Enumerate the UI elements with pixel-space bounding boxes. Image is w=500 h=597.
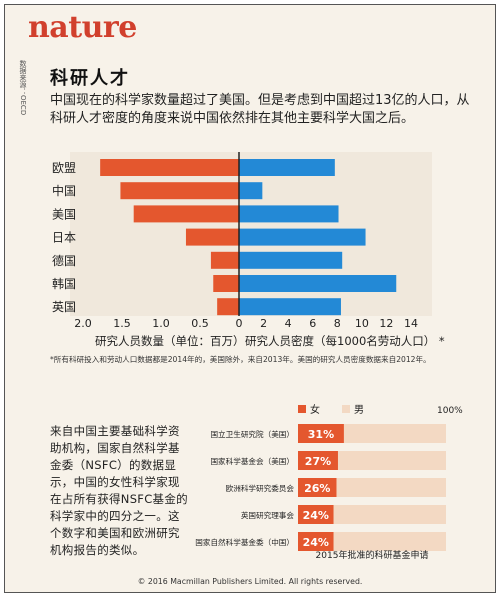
bar-count-0 (100, 159, 239, 176)
series-label-density: 研究人员密度（每1000名劳动人口） * (245, 334, 445, 348)
series-label-count: 研究人员数量（单位：百万） (95, 334, 245, 348)
tick-right-1: 4 (285, 317, 292, 330)
bar-count-2 (133, 205, 239, 223)
bar-density-6 (239, 298, 341, 316)
funding-bar-male-3 (298, 505, 446, 524)
page-title: 科研人才 (50, 68, 130, 89)
tick-left-2: 1.0 (152, 317, 170, 330)
tick-right-2: 6 (309, 317, 316, 330)
tick-left-4: 0 (236, 317, 243, 330)
legend-female-label: 女 (310, 403, 320, 416)
funding-category-4: 国家自然科学基金委（中国） (195, 537, 294, 547)
funding-value-1: 27% (305, 455, 331, 468)
funding-description: 来自中国主要基础科学资助机构，国家自然科学基金委（NSFC）的数据显示，中国的女… (50, 424, 188, 557)
nature-logo: nature (28, 10, 137, 45)
bar-count-4 (210, 251, 239, 269)
funding-bar-female-0 (298, 424, 344, 443)
tick-left-1: 1.5 (113, 317, 131, 330)
tick-right-5: 12 (379, 317, 393, 330)
funding-bar-female-3 (298, 505, 334, 524)
funding-value-3: 24% (303, 509, 329, 522)
bar-count-6 (217, 298, 239, 316)
bar-count-1 (120, 182, 239, 200)
tick-right-4: 10 (355, 317, 369, 330)
bar-count-3 (185, 228, 239, 246)
funding-value-2: 26% (304, 482, 330, 495)
tick-left-3: 0.5 (191, 317, 209, 330)
tick-right-3: 8 (334, 317, 341, 330)
funding-chart-title: 2015年批准的科研基金申请 (316, 549, 429, 561)
copyright: © 2016 Macmillan Publishers Limited. All… (137, 577, 363, 586)
legend-male-label: 男 (354, 404, 364, 416)
category-label-1: 中国 (52, 183, 76, 198)
bar-density-1 (239, 182, 263, 200)
intro-text: 中国现在的科学家数量超过了美国。但是考虑到中国超过13亿的人口，从科研人才密度的… (50, 93, 470, 126)
bar-density-2 (239, 205, 339, 223)
funding-value-4: 24% (303, 536, 329, 549)
chart-footnote: *所有科研投入和劳动人口数据都是2014年的，美国除外，来自2013年。美国的研… (50, 355, 431, 364)
funding-category-1: 国家科学基金会（美国） (210, 456, 294, 466)
funding-value-0: 31% (308, 428, 334, 441)
funding-bar-female-1 (298, 451, 338, 470)
tick-right-6: 14 (404, 317, 418, 330)
funding-bar-male-4 (298, 532, 446, 551)
category-label-4: 德国 (52, 253, 76, 268)
tick-right-0: 2 (260, 317, 267, 330)
funding-bar-female-4 (298, 532, 334, 551)
bar-density-4 (239, 251, 343, 269)
bar-density-5 (239, 275, 397, 292)
bar-count-5 (213, 275, 239, 292)
data-source: 数据来源：OECD (19, 60, 27, 116)
category-label-6: 英国 (52, 300, 76, 314)
scale-100-label: 100% (437, 406, 463, 416)
category-label-3: 日本 (52, 231, 76, 245)
bar-density-0 (239, 159, 335, 176)
funding-bar-female-2 (298, 478, 337, 497)
bar-density-3 (239, 228, 366, 246)
category-label-0: 欧盟 (52, 161, 76, 175)
category-label-5: 韩国 (52, 276, 76, 291)
funding-category-2: 欧洲科学研究委员会 (226, 483, 295, 493)
funding-category-0: 国立卫生研究院（美国） (210, 429, 294, 439)
legend-female-swatch (298, 405, 306, 413)
category-label-2: 美国 (52, 207, 76, 221)
tick-left-0: 2.0 (74, 317, 92, 330)
legend-male-swatch (342, 405, 350, 413)
funding-category-3: 英国研究理事会 (241, 510, 295, 520)
